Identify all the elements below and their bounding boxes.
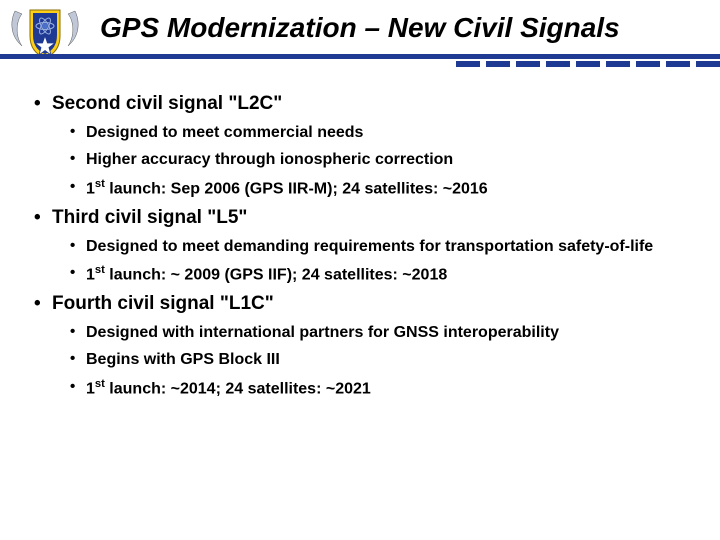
bullet-l2: 1st launch: ~ 2009 (GPS IIF); 24 satelli… bbox=[30, 263, 690, 286]
bullet-l2: Designed to meet commercial needs bbox=[30, 122, 690, 144]
title-rule bbox=[0, 54, 720, 68]
bullet-l2: Designed to meet demanding requirements … bbox=[30, 236, 690, 258]
rule-dashes bbox=[456, 61, 720, 67]
content-body: Second civil signal "L2C" Designed to me… bbox=[30, 86, 690, 406]
bullet-l1: Second civil signal "L2C" bbox=[30, 92, 690, 116]
slide-title: GPS Modernization – New Civil Signals bbox=[100, 12, 700, 44]
bullet-l1: Fourth civil signal "L1C" bbox=[30, 292, 690, 316]
bullet-l2: 1st launch: Sep 2006 (GPS IIR-M); 24 sat… bbox=[30, 177, 690, 200]
bullet-l1: Third civil signal "L5" bbox=[30, 206, 690, 230]
bullet-l2: 1st launch: ~2014; 24 satellites: ~2021 bbox=[30, 377, 690, 400]
bullet-l2: Higher accuracy through ionospheric corr… bbox=[30, 149, 690, 171]
slide: GPS Modernization – New Civil Signals Se… bbox=[0, 0, 720, 540]
header: GPS Modernization – New Civil Signals bbox=[0, 0, 720, 68]
bullet-l2: Designed with international partners for… bbox=[30, 322, 690, 344]
rule-thick bbox=[0, 54, 720, 59]
air-force-space-command-logo-icon bbox=[10, 6, 80, 61]
bullet-l2: Begins with GPS Block III bbox=[30, 349, 690, 371]
